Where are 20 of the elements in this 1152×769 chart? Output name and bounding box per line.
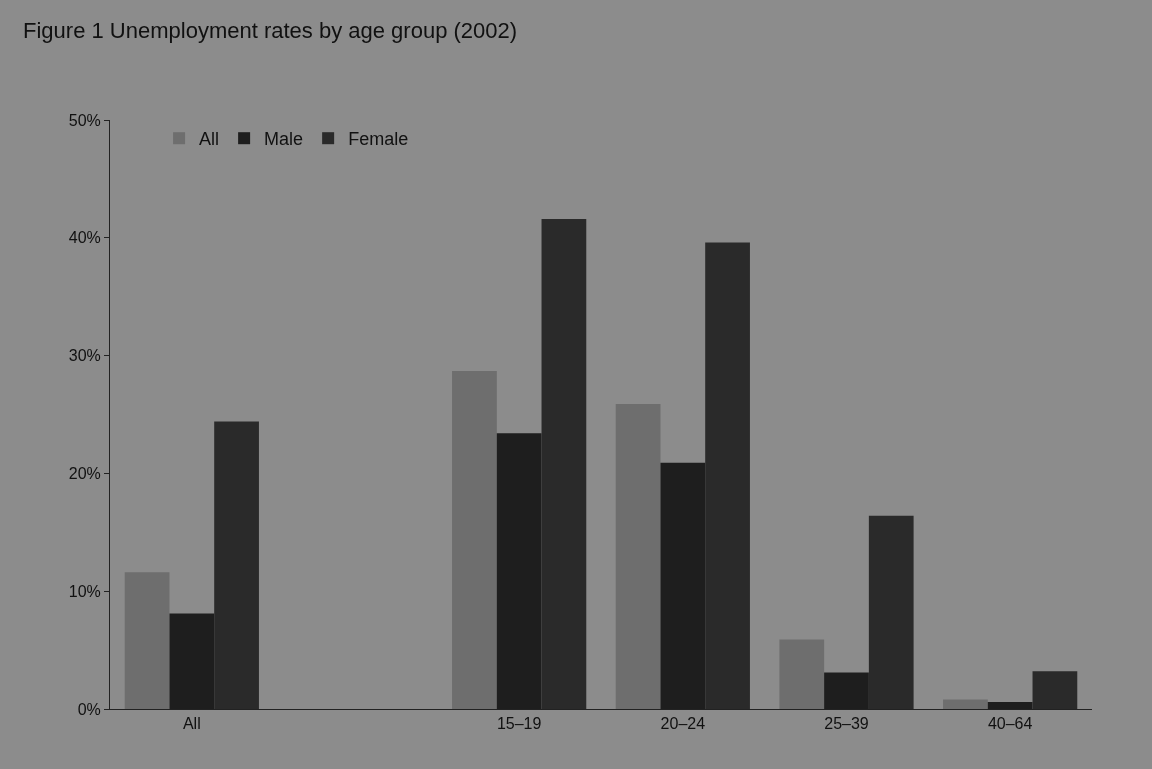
y-tick-label: 40% xyxy=(68,229,101,247)
x-tick-label: 15–19 xyxy=(496,715,542,733)
bar xyxy=(943,699,988,709)
x-tick-label: 20–24 xyxy=(660,715,706,733)
y-tick-label: 30% xyxy=(68,347,101,365)
bar xyxy=(615,403,661,709)
bar xyxy=(124,572,170,709)
bar xyxy=(779,639,825,709)
x-tick-label: 25–39 xyxy=(824,715,869,733)
y-tick-label: 20% xyxy=(68,465,101,482)
legend-label: Male xyxy=(264,129,304,150)
y-tick-label: 10% xyxy=(68,582,101,600)
legend-label: Female xyxy=(348,129,409,150)
y-tick-label: 0% xyxy=(77,700,101,718)
legend-label: All xyxy=(199,129,220,150)
x-tick-label: All xyxy=(182,715,201,733)
bar xyxy=(452,370,497,709)
chart-title: Figure 1 Unemployment rates by age group (2002) xyxy=(23,18,518,44)
x-tick-label: 40–64 xyxy=(987,715,1033,733)
y-tick-label: 50% xyxy=(68,111,101,129)
